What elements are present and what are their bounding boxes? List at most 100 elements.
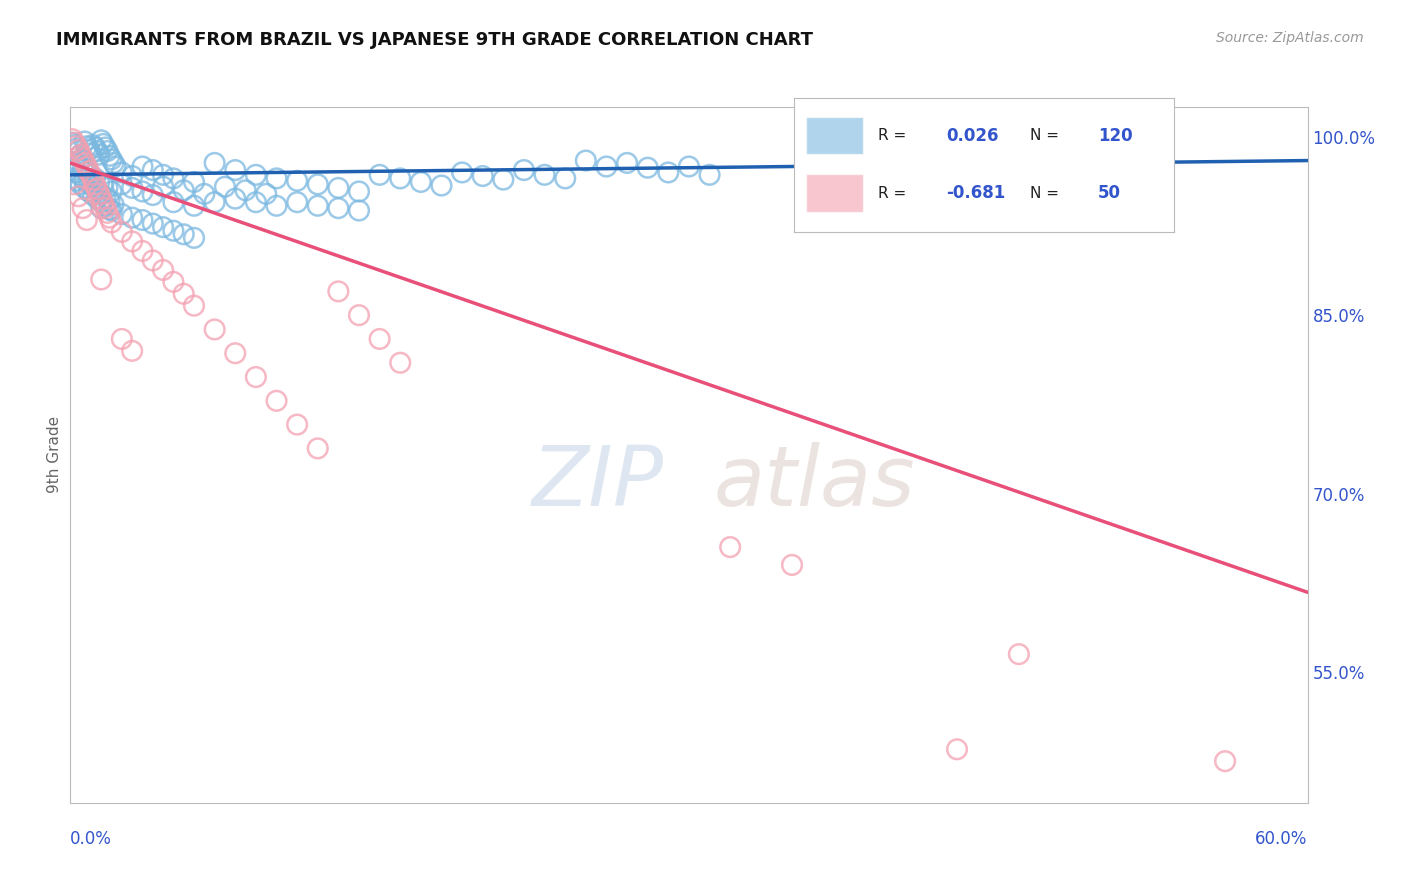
Point [389,356,412,370]
Point [63,138,86,153]
Point [173,183,195,197]
Point [368,168,391,182]
Point [285,174,308,188]
Point [96,181,118,195]
Point [84,178,107,192]
Point [111,332,134,346]
Point [111,225,134,239]
Point [84,171,107,186]
Point [152,263,174,277]
Point [245,195,267,210]
Point [86,182,108,196]
Point [492,172,515,186]
Point [80,168,103,182]
Point [80,168,103,182]
Point [389,171,412,186]
Point [72,161,94,175]
Point [328,201,350,215]
Point [67,144,90,158]
Point [69,178,91,192]
Point [471,169,494,183]
Point [162,171,184,186]
Point [347,308,370,322]
Point [90,186,112,201]
Point [98,202,121,217]
Point [193,186,215,201]
Point [91,196,114,211]
Point [131,244,153,258]
Point [173,227,195,242]
Text: N =: N = [1029,128,1059,143]
FancyBboxPatch shape [806,117,863,154]
Point [266,171,288,186]
Point [65,139,87,153]
Point [67,189,90,203]
Point [84,140,107,154]
Point [98,194,121,208]
Point [77,185,100,199]
Point [533,168,555,182]
Point [91,136,114,151]
Point [347,203,370,218]
Point [69,147,91,161]
Point [89,186,111,201]
Point [162,275,184,289]
Point [65,174,87,188]
Point [121,169,143,183]
Point [142,188,165,202]
Point [575,153,598,168]
Point [104,160,127,174]
Point [86,183,108,197]
Point [121,235,143,249]
Point [72,151,94,165]
Point [554,171,576,186]
Point [451,165,474,179]
Point [60,132,83,146]
Point [60,171,83,186]
Point [98,211,121,225]
Point [63,178,86,192]
Point [142,217,165,231]
Point [111,207,134,221]
Point [90,192,112,206]
Point [513,163,536,178]
Point [328,181,350,195]
Text: IMMIGRANTS FROM BRAZIL VS JAPANESE 9TH GRADE CORRELATION CHART: IMMIGRANTS FROM BRAZIL VS JAPANESE 9TH G… [56,31,813,49]
Point [699,168,721,182]
Point [946,742,969,756]
Point [131,185,153,199]
Point [69,147,91,161]
Point [100,203,122,218]
Text: R =: R = [877,128,905,143]
Point [657,165,679,179]
Text: 0.026: 0.026 [946,127,998,145]
Point [307,442,329,456]
Point [254,186,277,201]
Point [285,195,308,210]
Point [60,136,83,150]
Point [204,195,226,210]
Point [183,199,205,213]
Point [111,165,134,179]
Point [80,146,103,161]
Point [266,393,288,408]
Point [73,172,96,186]
Point [82,179,104,194]
Point [616,156,638,170]
Point [307,199,329,213]
Point [89,175,111,189]
Text: 50: 50 [1098,184,1121,202]
Point [162,195,184,210]
Point [204,322,226,336]
Text: ZIP: ZIP [533,442,664,524]
Point [678,160,700,174]
Point [96,206,118,220]
Point [121,211,143,225]
Point [76,213,98,227]
Text: -0.681: -0.681 [946,184,1005,202]
Point [73,156,96,170]
Point [77,176,100,190]
Point [96,144,118,158]
Point [430,178,453,193]
Point [103,156,125,170]
